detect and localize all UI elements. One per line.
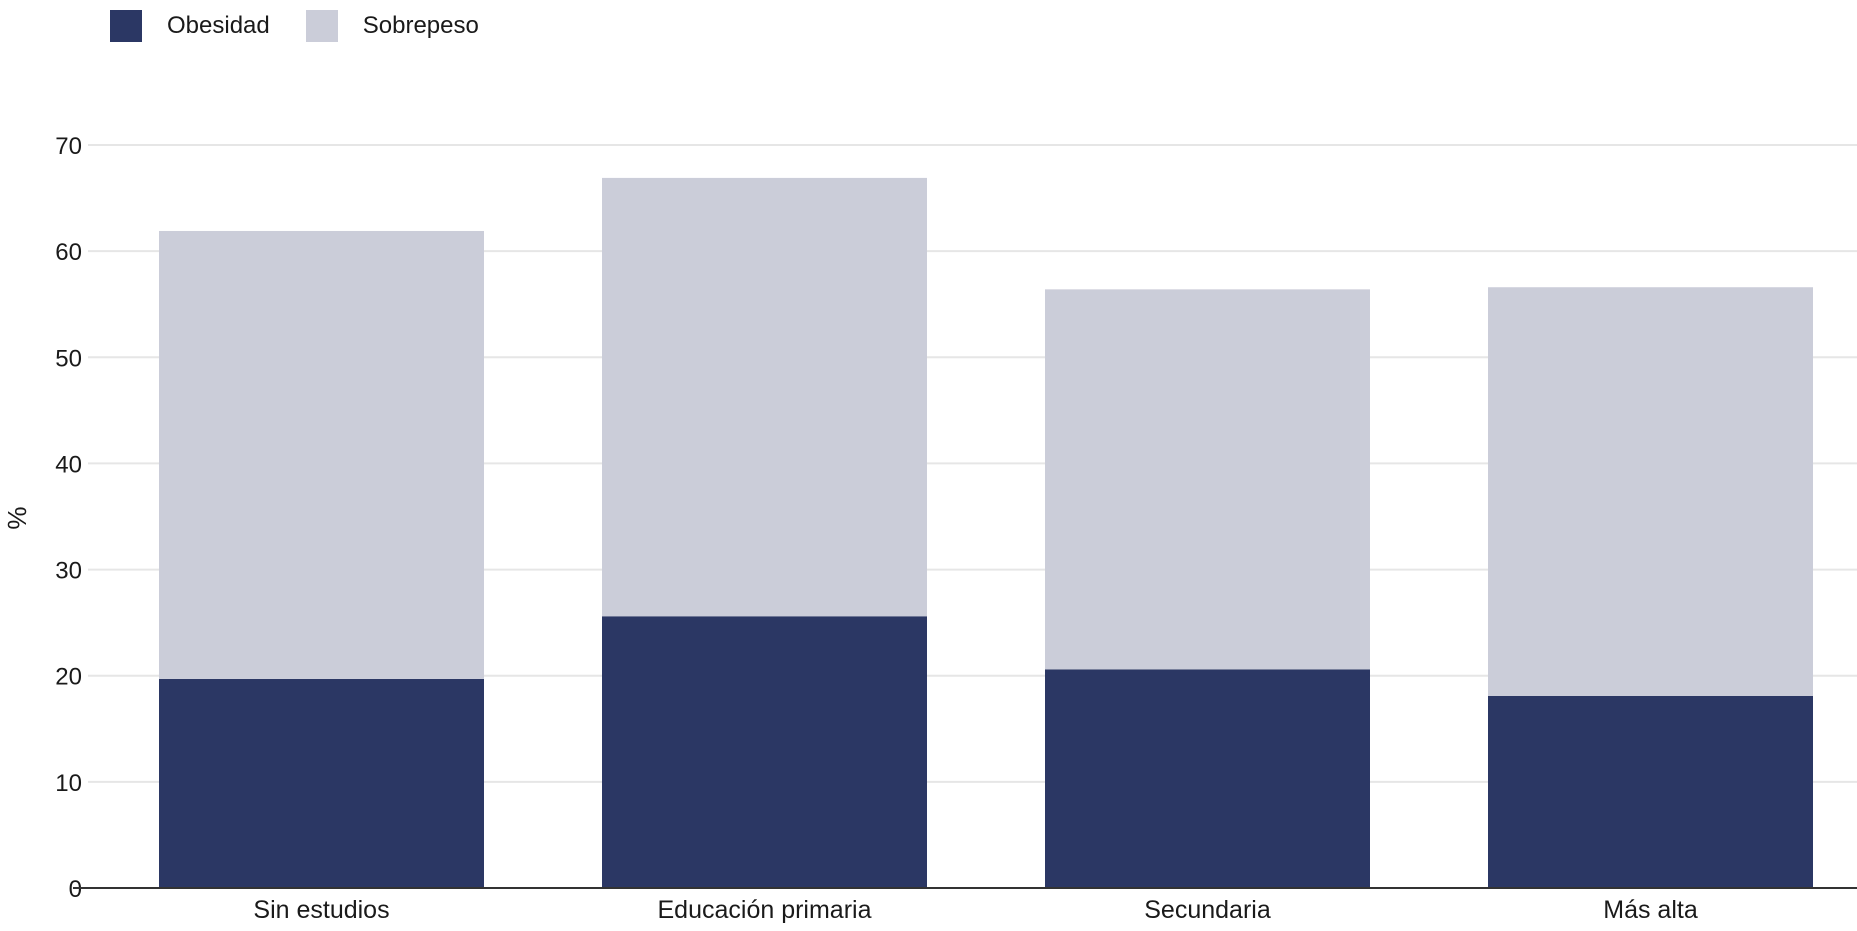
x-tick-label: Educación primaria — [658, 896, 872, 924]
axis-layer: 0 10 20 30 40 50 60 70 Sin estudios Educación pri… — [55, 133, 1857, 924]
y-tick-label: 40 — [55, 451, 82, 478]
bar-obesidad-4 — [1488, 695, 1813, 888]
bar-sobrepeso-3 — [1045, 289, 1370, 670]
x-tick-label: Sin estudios — [253, 896, 389, 924]
y-tick-label: 60 — [55, 239, 82, 266]
y-tick-label: 10 — [55, 770, 82, 797]
bars-layer — [159, 177, 1813, 888]
legend-label-sobrepeso: Sobrepeso — [362, 12, 479, 39]
bar-sobrepeso-2 — [602, 177, 927, 617]
bar-sobrepeso-4 — [1488, 287, 1813, 696]
y-tick-label: 50 — [55, 345, 82, 372]
bar-obesidad-2 — [602, 616, 927, 888]
legend-swatch-obesidad — [110, 10, 142, 42]
y-tick-label: 30 — [55, 558, 82, 585]
legend-item-sobrepeso: Sobrepeso — [305, 10, 479, 42]
x-tick-label: Secundaria — [1144, 896, 1271, 924]
bar-sobrepeso-1 — [159, 230, 484, 679]
y-tick-label: 0 — [69, 876, 82, 903]
legend: Obesidad Sobrepeso — [110, 10, 515, 42]
legend-swatch-sobrepeso — [305, 10, 338, 42]
bar-obesidad-1 — [159, 678, 484, 888]
x-tick-label: Más alta — [1603, 896, 1698, 924]
y-tick-label: 20 — [55, 664, 82, 691]
y-tick-label: 70 — [55, 133, 82, 160]
bar-obesidad-3 — [1045, 669, 1370, 888]
legend-label-obesidad: Obesidad — [167, 12, 270, 39]
y-axis-label: % — [2, 506, 32, 529]
legend-item-obesidad: Obesidad — [110, 10, 270, 42]
